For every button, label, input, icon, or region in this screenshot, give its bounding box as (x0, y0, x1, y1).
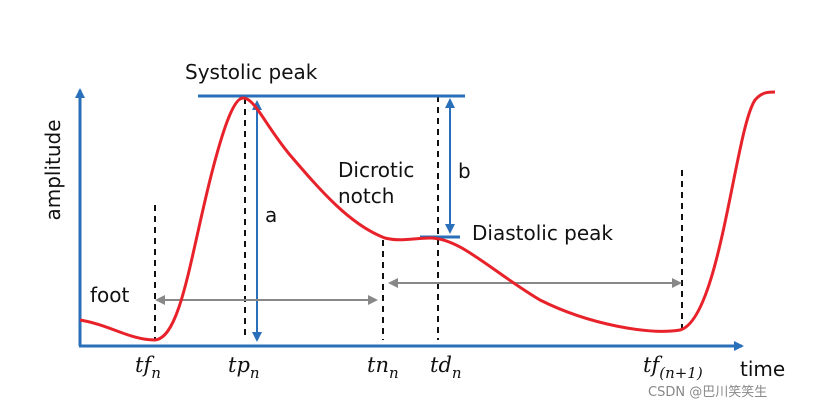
annotation: a (265, 203, 277, 227)
tick-base: tn (367, 353, 389, 377)
dashed-lines (154, 96, 683, 340)
axes (75, 88, 744, 351)
tick-base: td (430, 353, 452, 377)
annotation: notch (338, 184, 394, 208)
tick-base: tp (228, 353, 250, 377)
tick-sub: n (452, 364, 462, 382)
annotation: b (458, 159, 471, 183)
annotation: Diastolic peak (472, 221, 613, 245)
tick-label: tfn (135, 353, 161, 382)
tick-base: tf (643, 353, 662, 377)
tick-label: tpn (228, 353, 260, 382)
annotation: Dicrotic (338, 158, 414, 182)
pulse-wave (79, 90, 776, 342)
annotation: foot (90, 283, 130, 307)
x-axis-label: time (740, 357, 785, 381)
tick-sub: n (389, 364, 399, 382)
tick-label: tdn (430, 353, 462, 382)
tick-sub: n (250, 364, 260, 382)
tick-label: tf(n+1) (643, 353, 703, 382)
tick-sub: n (151, 364, 161, 382)
tick-base: tf (135, 353, 154, 377)
tick-sub: (n+1) (659, 364, 703, 382)
tick-label: tnn (367, 353, 399, 382)
watermark: CSDN @巴川笑笑生 (648, 384, 767, 400)
annotation: Systolic peak (185, 60, 318, 84)
y-axis-label: amplitude (41, 119, 65, 220)
